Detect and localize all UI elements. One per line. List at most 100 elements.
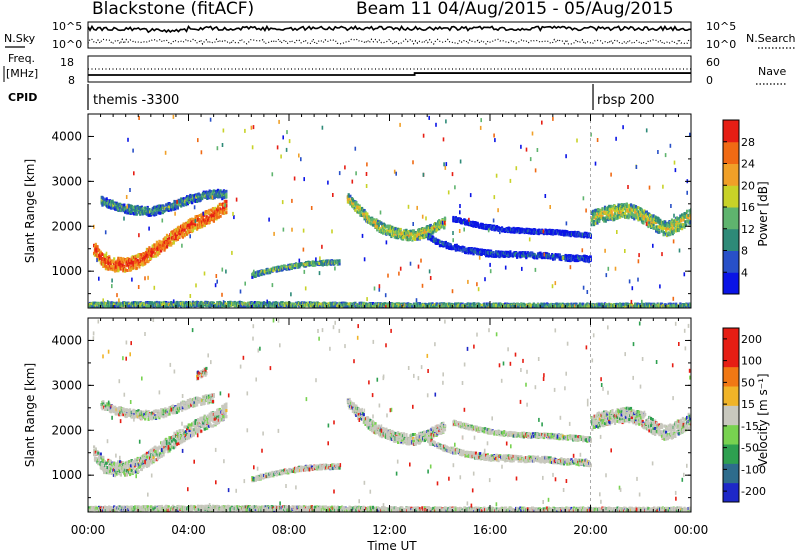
data-cell — [212, 219, 215, 223]
data-cell — [91, 305, 94, 308]
data-cell — [211, 211, 215, 215]
data-cell — [130, 205, 133, 209]
data-cell — [172, 239, 175, 243]
data-cell — [689, 214, 691, 218]
data-cell — [258, 301, 261, 305]
data-cell — [684, 220, 687, 224]
data-cell — [365, 302, 368, 306]
data-cell — [386, 229, 389, 233]
data-cell — [497, 250, 500, 254]
data-cell — [198, 304, 201, 308]
data-cell — [168, 207, 171, 211]
data-cell — [281, 301, 284, 305]
data-cell — [358, 205, 361, 209]
data-cell — [378, 227, 381, 230]
data-cell — [494, 228, 497, 232]
data-cell — [116, 263, 119, 267]
data-cell — [463, 246, 466, 250]
data-cell — [334, 301, 337, 305]
data-cell — [598, 219, 601, 223]
data-cell — [428, 226, 432, 230]
data-cell — [117, 266, 120, 270]
data-cell — [662, 233, 665, 237]
data-cell — [364, 210, 367, 214]
data-cell — [412, 229, 416, 233]
data-cell — [689, 217, 691, 220]
data-cell — [408, 238, 411, 241]
cpid-program-2: rbsp 200 — [597, 93, 655, 108]
data-cell — [481, 222, 484, 226]
data-cell — [541, 255, 544, 259]
data-cell — [263, 272, 266, 276]
data-cell — [181, 235, 184, 239]
data-cell — [214, 213, 217, 217]
data-cell — [362, 301, 365, 305]
data-cell — [363, 209, 366, 212]
data-cell — [135, 266, 138, 270]
data-cell — [117, 207, 120, 211]
data-cell — [126, 263, 129, 267]
data-cell — [188, 200, 191, 204]
data-cell — [553, 257, 556, 261]
data-cell — [411, 233, 414, 237]
data-cell — [633, 217, 636, 221]
data-cell — [191, 201, 194, 205]
data-cell — [294, 266, 297, 270]
data-cell — [290, 266, 293, 270]
data-cell — [211, 209, 214, 213]
data-cell — [551, 253, 554, 256]
nsky-trace — [87, 24, 691, 34]
data-cell — [197, 194, 200, 198]
data-cell — [165, 245, 169, 249]
data-cell — [382, 228, 385, 232]
data-cell — [627, 210, 630, 214]
data-cell — [549, 256, 552, 260]
data-cell — [204, 212, 207, 216]
data-cell — [190, 195, 193, 199]
data-cell — [661, 225, 664, 229]
data-cell — [160, 206, 164, 210]
data-cell — [174, 232, 177, 236]
data-cell — [345, 302, 349, 306]
data-cell — [225, 202, 228, 205]
data-cell — [682, 218, 685, 222]
data-cell — [598, 208, 602, 212]
data-cell — [492, 253, 495, 256]
data-cell — [558, 253, 561, 257]
data-cell — [158, 208, 161, 212]
data-cell — [418, 236, 421, 240]
data-cell — [513, 251, 516, 255]
data-cell — [185, 230, 188, 234]
data-cell — [169, 304, 172, 308]
data-cell — [346, 200, 349, 204]
data-cell — [592, 209, 595, 213]
data-cell — [362, 212, 365, 216]
data-cell — [144, 261, 147, 265]
data-cell — [525, 256, 528, 260]
data-cell — [101, 253, 104, 257]
data-cell — [183, 228, 186, 232]
data-cell — [100, 260, 103, 263]
data-cell — [646, 217, 649, 221]
data-cell — [492, 251, 495, 254]
data-cell — [217, 213, 220, 217]
data-cell — [643, 209, 646, 213]
data-cell — [113, 257, 116, 261]
data-cell — [443, 217, 447, 221]
data-cell — [264, 269, 267, 273]
data-cell — [159, 245, 162, 249]
data-cell — [689, 210, 691, 214]
data-cell — [114, 305, 117, 308]
data-cell — [99, 255, 102, 259]
cpid-strip: CPID themis -3300 rbsp 200 — [8, 84, 655, 110]
data-cell — [135, 263, 138, 267]
data-cell — [225, 207, 228, 211]
data-cell — [208, 221, 211, 225]
data-cell — [440, 225, 443, 229]
data-cell — [412, 235, 416, 238]
freq-tick-lo: 8 — [68, 74, 75, 87]
data-cell — [239, 304, 242, 308]
data-cell — [601, 207, 604, 211]
data-cell — [130, 210, 133, 214]
power-scatter — [88, 114, 691, 308]
